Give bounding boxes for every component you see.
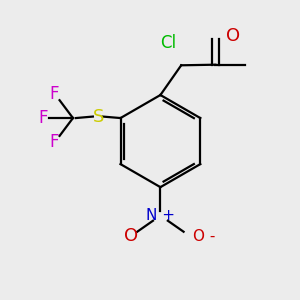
Text: N +: N + (146, 208, 175, 223)
Text: O -: O - (193, 229, 215, 244)
Text: Cl: Cl (160, 34, 176, 52)
Text: S: S (92, 108, 104, 126)
Text: F: F (38, 109, 48, 127)
Text: F: F (50, 133, 59, 151)
Text: O: O (226, 28, 240, 46)
Text: O: O (124, 227, 138, 245)
Text: F: F (50, 85, 59, 103)
